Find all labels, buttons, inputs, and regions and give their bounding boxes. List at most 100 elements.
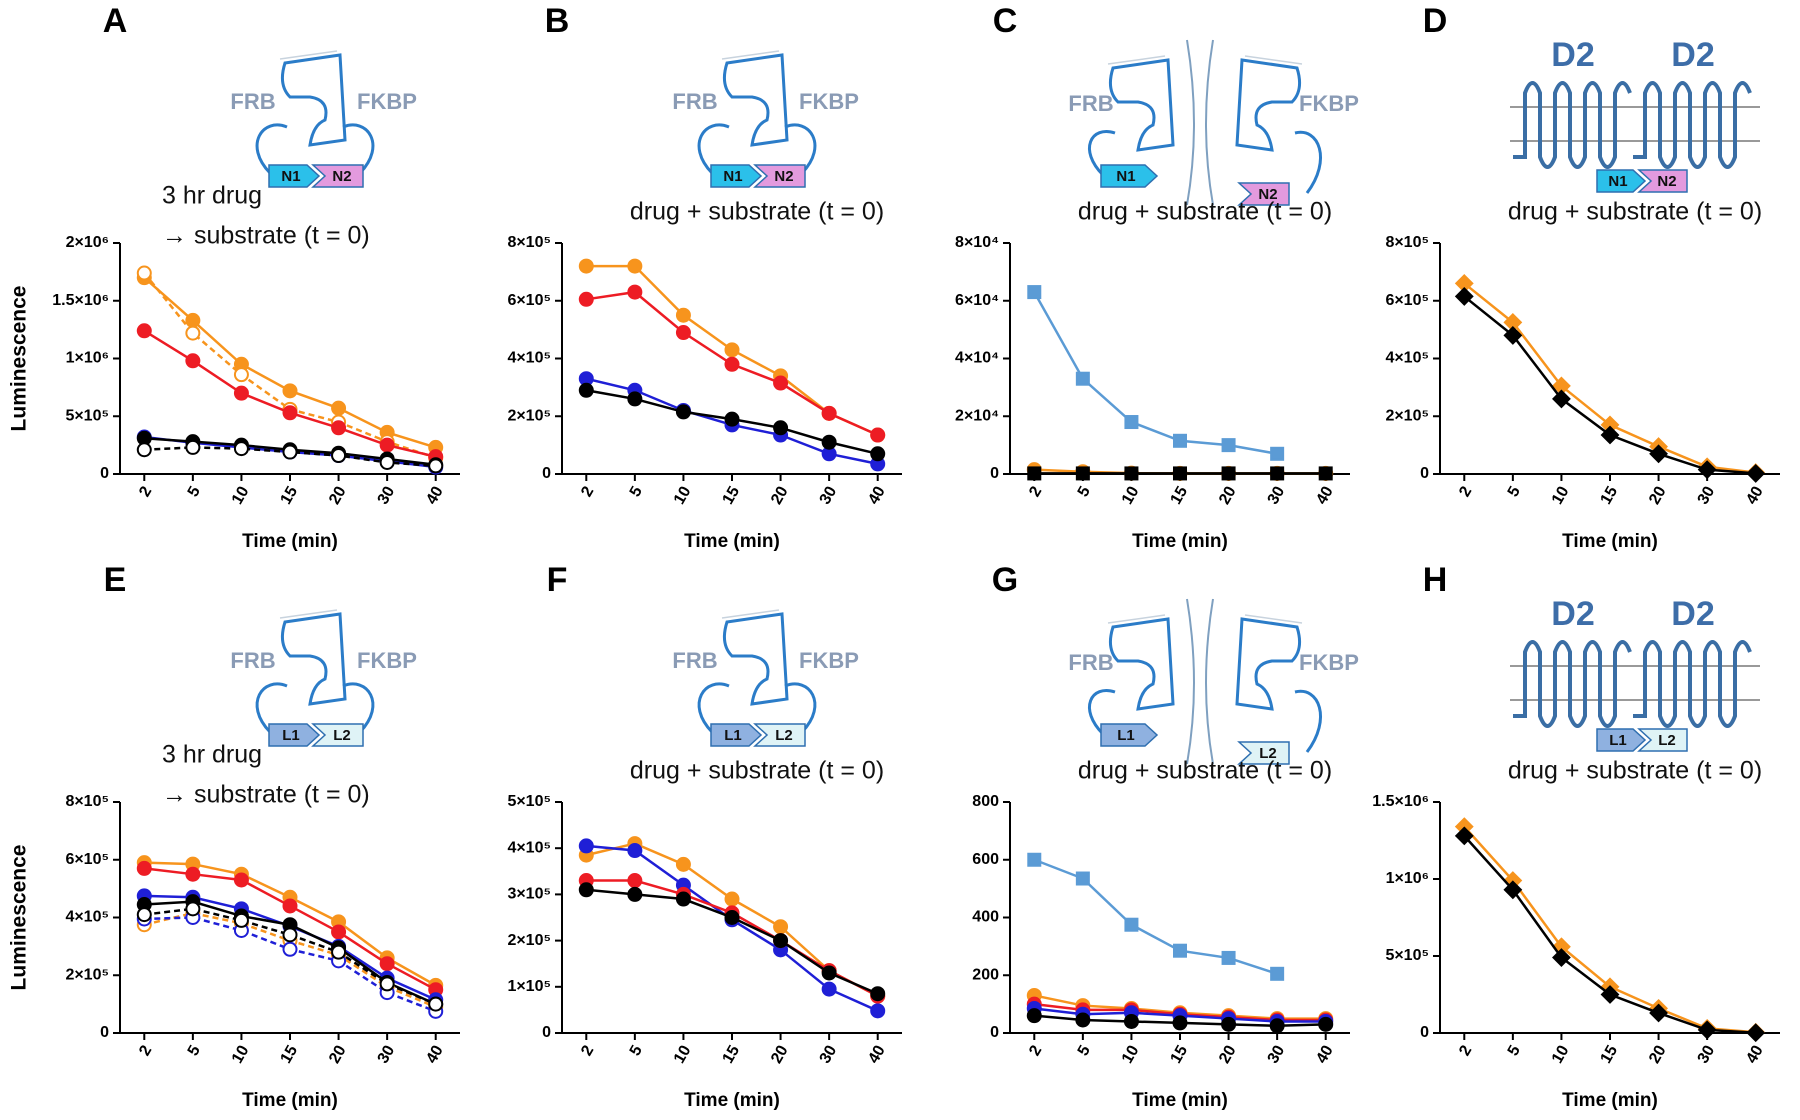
x-tick-label: 2: [1026, 484, 1045, 500]
domain-shadow: [721, 50, 780, 60]
marker: [675, 856, 691, 872]
linker: [1294, 689, 1322, 753]
x-tick-label: 5: [1505, 484, 1524, 500]
panel-letter: H: [1423, 561, 1448, 599]
linker: [342, 123, 375, 175]
y-tick-label: 8×10⁵: [65, 793, 109, 810]
y-tick-label: 0: [1420, 1024, 1429, 1041]
domain-shadow: [721, 609, 780, 619]
x-axis-label: Time (min): [1132, 1090, 1228, 1111]
marker: [1173, 466, 1187, 481]
y-tick-label: 400: [972, 909, 999, 926]
marker: [1270, 446, 1285, 461]
tag-label: L1: [1117, 727, 1135, 744]
y-tick-label: 6×10⁵: [507, 292, 551, 309]
marker: [773, 375, 789, 391]
marker: [331, 944, 347, 960]
x-tick-label: 2: [1456, 1043, 1475, 1059]
x-axis-label: Time (min): [1132, 531, 1228, 552]
x-tick-label: 30: [1695, 1043, 1719, 1067]
marker: [1124, 917, 1139, 932]
subtitle: drug + substrate (t = 0): [1508, 757, 1762, 785]
tag: [1100, 723, 1159, 747]
x-tick-label: 20: [1216, 1043, 1240, 1067]
linker: [1088, 689, 1116, 736]
domain-shape: [1235, 58, 1302, 152]
divider: [1186, 598, 1195, 765]
marker: [1697, 1020, 1717, 1040]
marker: [428, 458, 444, 474]
x-tick-label: 40: [865, 484, 889, 508]
marker: [1649, 1003, 1668, 1023]
marker: [1173, 943, 1187, 958]
marker: [185, 353, 201, 369]
tag: [268, 164, 321, 188]
marker: [233, 367, 249, 383]
marker: [282, 383, 298, 399]
marker: [1124, 415, 1139, 430]
receptor-label: D2: [1551, 36, 1594, 74]
domain-shadow: [1244, 614, 1303, 624]
domain-shadow: [1244, 55, 1303, 65]
panel-letter: G: [992, 561, 1018, 599]
tag-label: N2: [332, 168, 351, 185]
y-tick-label: 0: [1420, 465, 1429, 482]
tag: [1596, 728, 1647, 752]
x-tick-label: 40: [1743, 1043, 1767, 1067]
x-tick-label: 10: [1549, 484, 1573, 508]
y-tick-label: 2×10⁵: [507, 932, 551, 949]
x-tick-label: 15: [277, 484, 301, 508]
marker: [1123, 1013, 1139, 1029]
y-tick-label: 2×10⁴: [955, 407, 999, 424]
marker: [821, 965, 837, 981]
tag-label: N1: [723, 168, 742, 185]
tag-label: L2: [1259, 745, 1277, 762]
marker: [675, 307, 691, 323]
marker: [675, 325, 691, 341]
marker: [1503, 880, 1523, 900]
tag: [1237, 741, 1290, 765]
y-tick-label: 200: [972, 966, 999, 983]
marker: [233, 385, 249, 401]
marker: [578, 291, 594, 307]
panel-letter: B: [545, 2, 570, 40]
marker: [136, 265, 152, 281]
subtitle: → substrate (t = 0): [162, 781, 370, 809]
domain-shape: [722, 53, 789, 147]
marker: [282, 941, 298, 957]
y-tick-label: 5×10⁵: [65, 407, 109, 424]
domain-shape: [280, 612, 347, 706]
tag: [1637, 728, 1688, 752]
y-tick-label: 2×10⁵: [65, 966, 109, 983]
x-tick-label: 2: [578, 484, 597, 500]
y-tick-label: 4×10⁵: [1385, 350, 1429, 367]
marker: [821, 981, 837, 997]
domain-label: FRB: [1068, 650, 1113, 675]
x-tick-label: 20: [768, 1043, 792, 1067]
marker: [136, 907, 152, 923]
x-tick-label: 15: [719, 484, 743, 508]
tag: [311, 164, 364, 188]
panel-letter: C: [993, 2, 1018, 40]
y-tick-label: 4×10⁵: [65, 909, 109, 926]
marker: [233, 441, 249, 457]
x-tick-label: 40: [1313, 484, 1337, 508]
y-tick-label: 1.5×10⁶: [1372, 793, 1429, 810]
x-tick-label: 5: [627, 484, 646, 500]
marker: [233, 872, 249, 888]
y-tick-label: 1×10⁶: [66, 350, 109, 367]
x-tick-label: 15: [1597, 1043, 1621, 1067]
subtitle: 3 hr drug: [162, 182, 262, 210]
marker: [282, 405, 298, 421]
linker: [1088, 130, 1116, 177]
x-tick-label: 15: [719, 1043, 743, 1067]
x-tick-label: 5: [1075, 484, 1094, 500]
marker: [1454, 287, 1474, 306]
y-tick-label: 0: [100, 1024, 109, 1041]
marker: [282, 898, 298, 914]
tag-label: N2: [1657, 173, 1676, 190]
marker: [773, 919, 789, 935]
marker: [1649, 444, 1668, 464]
marker: [675, 404, 691, 420]
